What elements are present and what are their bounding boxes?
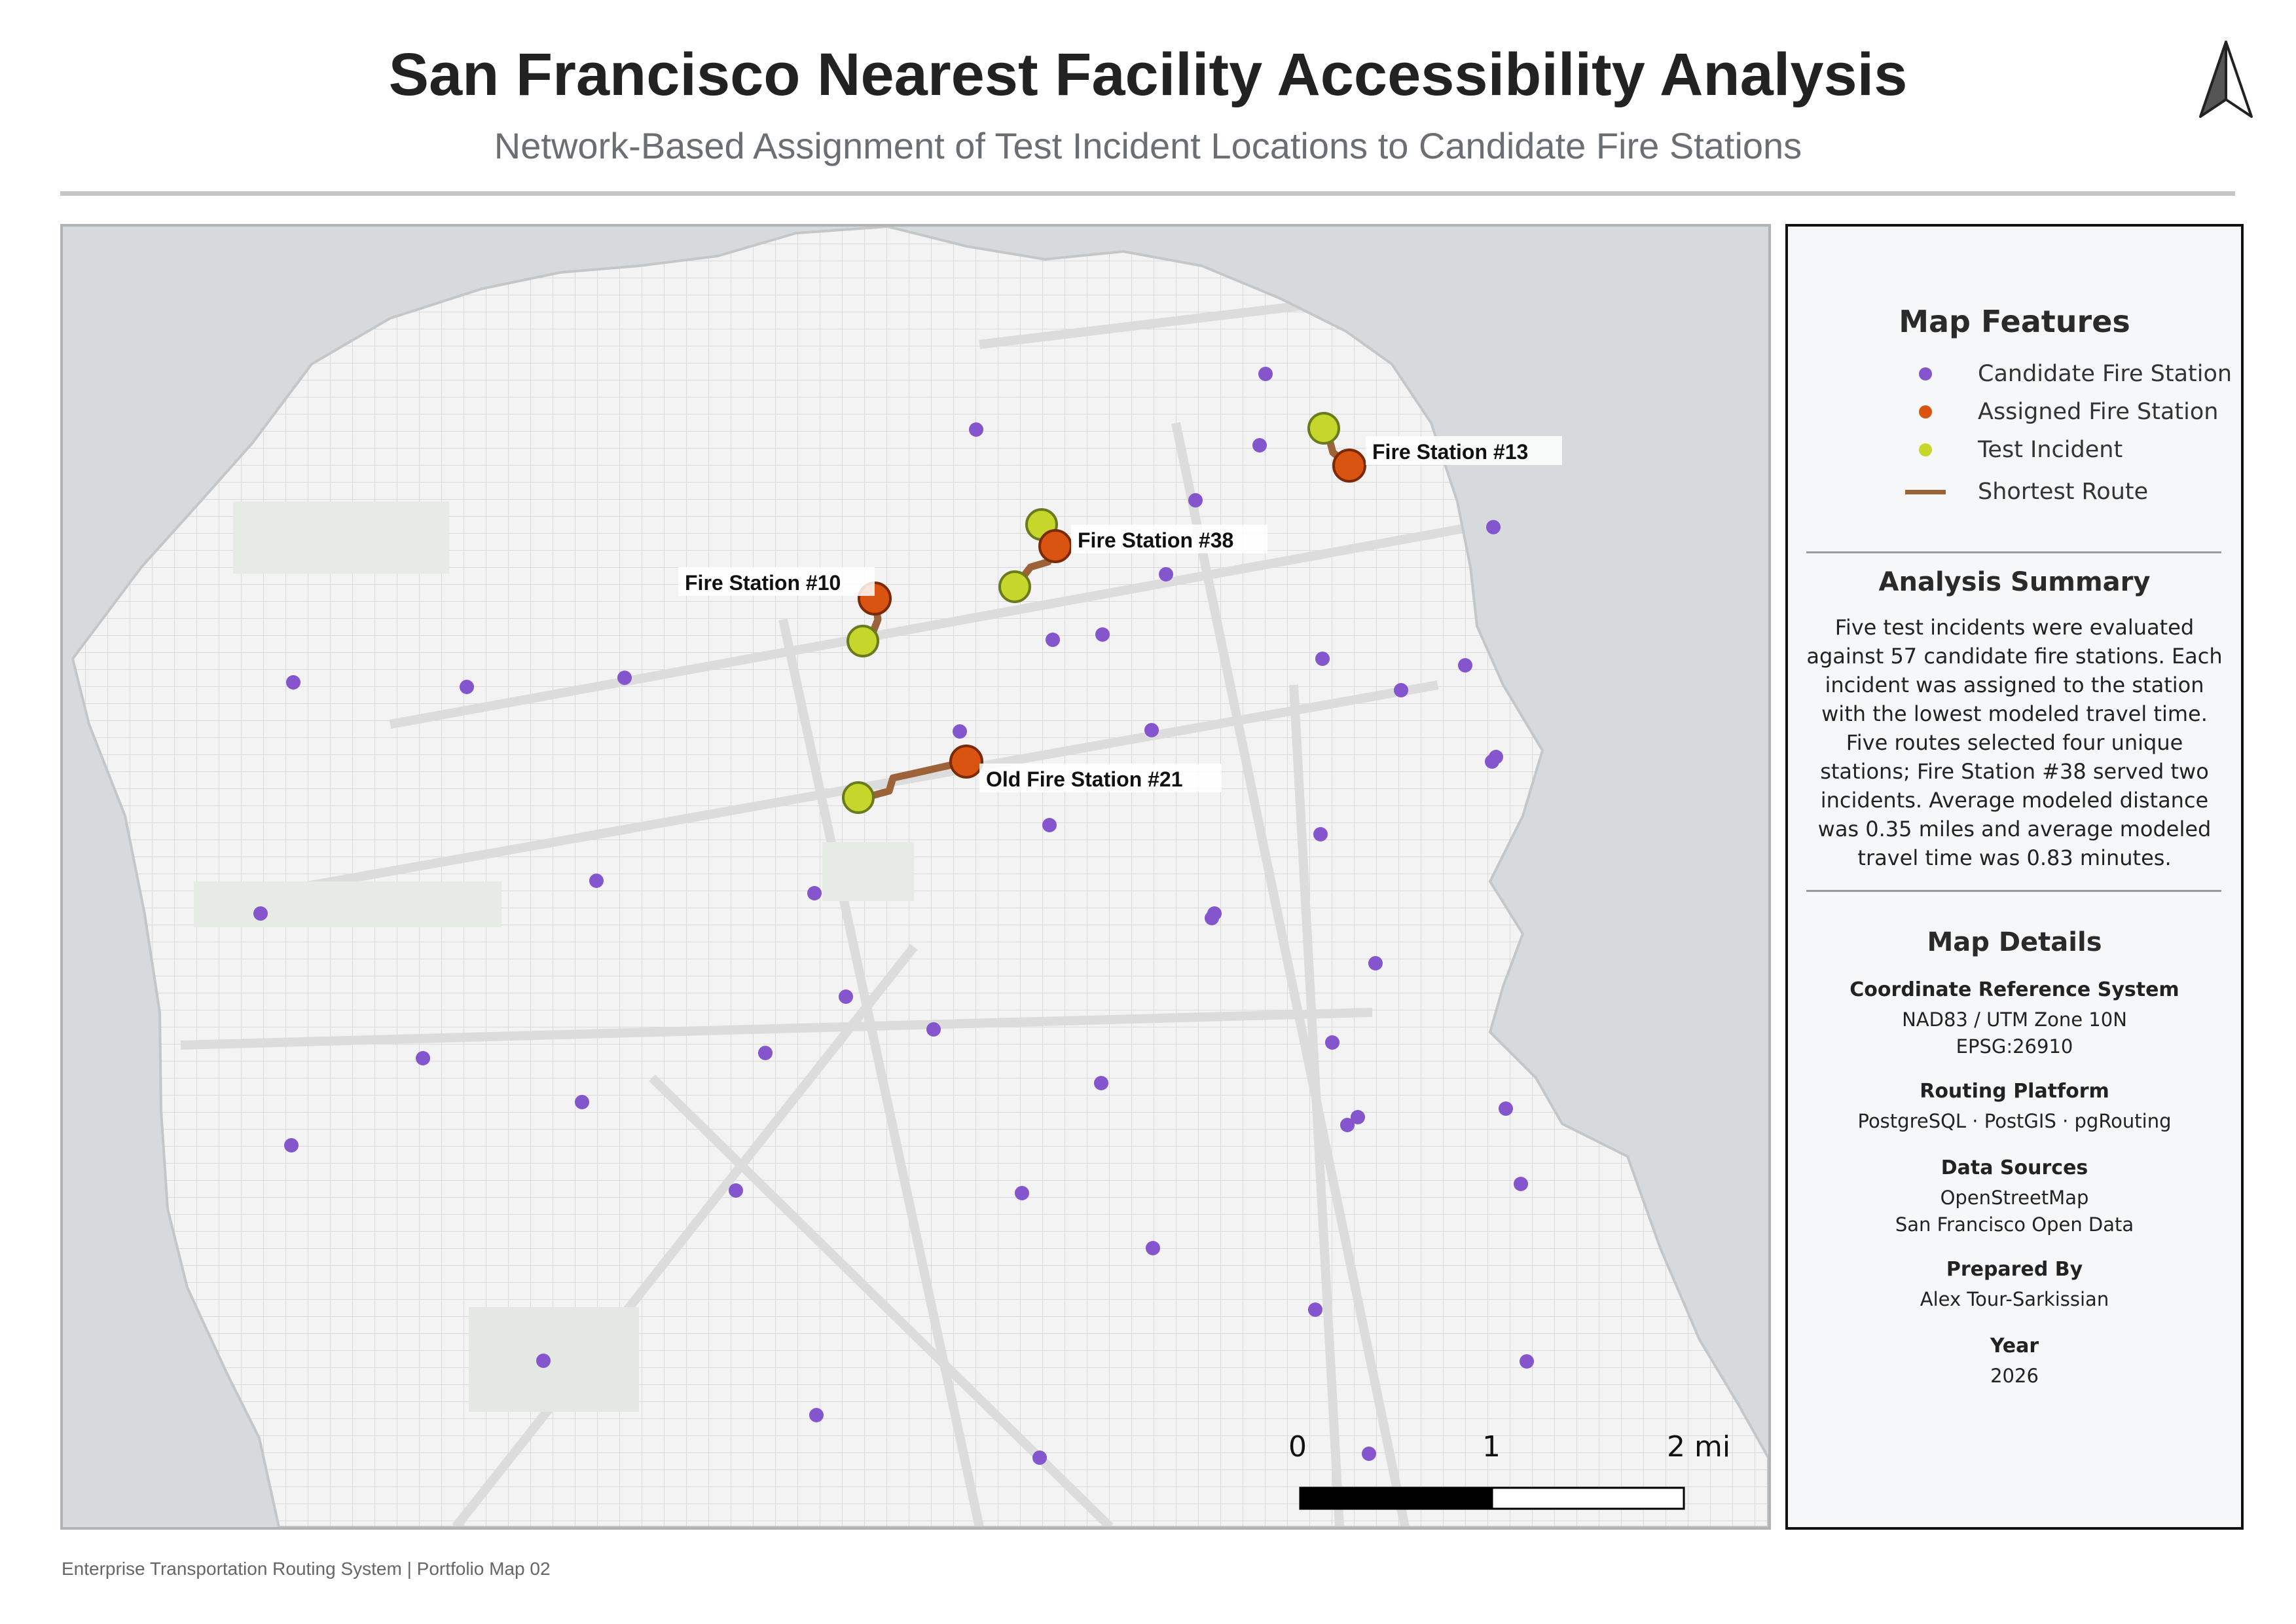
candidate-station-marker[interactable]: [1499, 1101, 1513, 1116]
candidate-station-marker[interactable]: [1095, 627, 1110, 642]
candidate-station-marker[interactable]: [1315, 652, 1330, 666]
candidate-station-marker[interactable]: [1144, 723, 1159, 737]
sources-value-sf: San Francisco Open Data: [1895, 1213, 2134, 1236]
candidate-station-marker[interactable]: [1015, 1186, 1029, 1200]
station-labels: Fire Station #13 Fire Station #38 Fire S…: [678, 436, 1562, 792]
test-incident-marker[interactable]: [842, 781, 875, 814]
candidate-station-marker[interactable]: [536, 1354, 551, 1368]
candidate-station-marker[interactable]: [1205, 911, 1219, 925]
north-arrow-icon: [2199, 41, 2253, 118]
year-label: Year: [1990, 1335, 2039, 1357]
candidate-station-marker[interactable]: [1159, 567, 1173, 581]
candidate-station-marker[interactable]: [1351, 1110, 1365, 1124]
legend-item-candidate: Candidate Fire Station: [1899, 359, 2232, 389]
candidate-station-marker[interactable]: [575, 1095, 589, 1109]
legend-divider: [1806, 551, 2221, 553]
sources-value-osm: OpenStreetMap: [1940, 1187, 2089, 1209]
label-fire-station-10: Fire Station #10: [685, 571, 841, 595]
map-canvas[interactable]: Fire Station #13 Fire Station #38 Fire S…: [63, 227, 1768, 1527]
routing-label: Routing Platform: [1920, 1080, 2109, 1103]
scale-label-1: 1: [1482, 1430, 1501, 1464]
candidate-station-marker[interactable]: [1252, 438, 1267, 452]
candidate-station-marker[interactable]: [1042, 818, 1057, 832]
candidate-station-marker[interactable]: [416, 1051, 430, 1065]
prepared-label: Prepared By: [1946, 1258, 2083, 1281]
assigned-dot-icon: [1919, 405, 1932, 418]
year-value: 2026: [1990, 1365, 2039, 1387]
candidate-station-marker[interactable]: [807, 886, 822, 900]
scale-label-0: 0: [1288, 1430, 1307, 1464]
title-divider: [60, 191, 2235, 196]
candidate-station-marker[interactable]: [1362, 1447, 1376, 1461]
crs-label: Coordinate Reference System: [1850, 978, 2179, 1001]
route-line-icon: [1905, 489, 1946, 494]
details-title: Map Details: [1927, 927, 2102, 957]
scale-bar: 0 1 2 mi: [1288, 1430, 1730, 1510]
candidate-station-marker[interactable]: [839, 989, 853, 1004]
candidate-station-marker[interactable]: [1485, 754, 1499, 769]
routing-value: PostgreSQL · PostGIS · pgRouting: [1857, 1110, 2172, 1132]
map-title: San Francisco Nearest Facility Accessibi…: [388, 41, 1908, 108]
candidate-station-marker[interactable]: [253, 906, 268, 921]
candidate-station-marker[interactable]: [809, 1408, 824, 1422]
test-incident-marker[interactable]: [998, 570, 1031, 603]
candidate-station-marker[interactable]: [1486, 520, 1501, 534]
legend-item-incident: Test Incident: [1899, 435, 2123, 465]
prepared-value: Alex Tour-Sarkissian: [1920, 1288, 2109, 1310]
candidate-station-marker[interactable]: [1313, 827, 1328, 841]
legend-panel: Map Features Candidate Fire Station Assi…: [1785, 224, 2244, 1530]
assigned-station-marker[interactable]: [1332, 449, 1366, 483]
legend-item-route: Shortest Route: [1899, 477, 2148, 507]
candidate-station-marker[interactable]: [926, 1022, 941, 1037]
summary-title: Analysis Summary: [1878, 567, 2151, 597]
candidate-station-marker[interactable]: [1394, 683, 1408, 697]
label-fire-station-38: Fire Station #38: [1078, 528, 1233, 552]
candidate-stations-layer: [253, 367, 1534, 1465]
candidate-station-marker[interactable]: [969, 422, 983, 437]
candidate-station-marker[interactable]: [1340, 1118, 1355, 1132]
map-view[interactable]: Fire Station #13 Fire Station #38 Fire S…: [60, 224, 1771, 1530]
label-fire-station-13: Fire Station #13: [1372, 440, 1528, 464]
label-old-fire-station-21: Old Fire Station #21: [986, 767, 1183, 791]
candidate-station-marker[interactable]: [1458, 658, 1472, 673]
candidate-station-marker[interactable]: [1146, 1241, 1160, 1255]
candidate-station-marker[interactable]: [729, 1183, 743, 1198]
epsg-value: EPSG:26910: [1956, 1035, 2073, 1058]
candidate-station-marker[interactable]: [1032, 1450, 1047, 1465]
candidate-station-marker[interactable]: [1325, 1035, 1339, 1050]
scale-segment-dark: [1300, 1488, 1492, 1509]
footer-text: Enterprise Transportation Routing System…: [62, 1559, 551, 1579]
legend-title: Map Features: [1899, 304, 2130, 339]
candidate-station-marker[interactable]: [617, 671, 632, 685]
assigned-station-marker[interactable]: [1038, 529, 1072, 563]
candidate-station-marker[interactable]: [1520, 1354, 1534, 1369]
candidate-station-marker[interactable]: [284, 1138, 299, 1153]
incident-dot-icon: [1919, 443, 1932, 456]
assigned-station-marker[interactable]: [949, 745, 983, 779]
legend-item-assigned: Assigned Fire Station: [1899, 397, 2218, 427]
sources-label: Data Sources: [1941, 1156, 2088, 1179]
scale-label-2: 2 mi: [1667, 1430, 1730, 1464]
shortest-route-line: [861, 758, 970, 802]
candidate-dot-icon: [1919, 367, 1932, 380]
test-incident-marker[interactable]: [847, 625, 879, 657]
candidate-station-marker[interactable]: [1188, 493, 1203, 507]
candidate-station-marker[interactable]: [1094, 1076, 1108, 1090]
candidate-station-marker[interactable]: [1046, 633, 1060, 647]
test-incident-marker[interactable]: [1307, 412, 1340, 445]
candidate-station-marker[interactable]: [953, 724, 967, 739]
candidate-station-marker[interactable]: [758, 1046, 773, 1060]
map-subtitle: Network-Based Assignment of Test Inciden…: [494, 125, 1802, 166]
scale-segment-light: [1491, 1486, 1685, 1510]
summary-divider: [1806, 890, 2221, 892]
candidate-station-marker[interactable]: [1308, 1302, 1322, 1317]
candidate-station-marker[interactable]: [286, 675, 301, 690]
candidate-station-marker[interactable]: [1514, 1177, 1528, 1191]
candidate-station-marker[interactable]: [460, 680, 474, 694]
candidate-station-marker[interactable]: [589, 874, 604, 888]
crs-value: NAD83 / UTM Zone 10N: [1902, 1008, 2127, 1031]
candidate-station-marker[interactable]: [1368, 956, 1383, 970]
summary-text: Five test incidents were evaluated again…: [1806, 615, 2223, 870]
candidate-station-marker[interactable]: [1258, 367, 1273, 381]
